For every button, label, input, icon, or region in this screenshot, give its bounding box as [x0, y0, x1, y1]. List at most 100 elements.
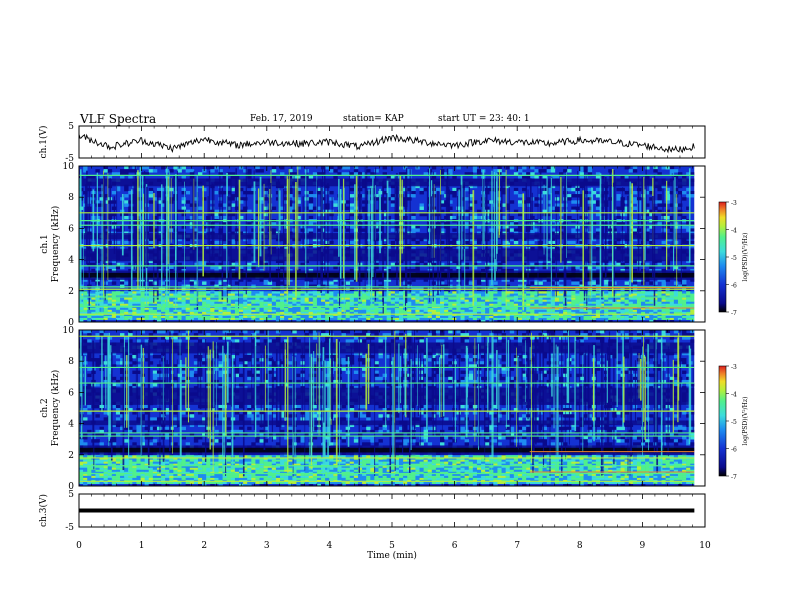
ch1-spectrogram-lowfreq-cell — [243, 307, 247, 309]
ch1-spectrogram-cell — [329, 241, 333, 244]
ch1-spectrogram-lowfreq-cell — [198, 301, 202, 303]
ch1-spectrogram-lowfreq-cell — [391, 303, 395, 305]
ch1-spectrogram-cell — [522, 166, 526, 169]
ch1-spectrogram-lowfreq-cell — [461, 318, 465, 320]
ch1-spectrogram-lowfreq-cell — [555, 318, 559, 320]
ch1-spectrogram-lowfreq-cell — [571, 316, 575, 318]
ch1-spectrogram-lowfreq-cell — [506, 318, 510, 320]
ch1-spectrogram-lowfreq-cell — [313, 299, 317, 301]
ch1-spectrogram-lowfreq-cell — [641, 293, 645, 295]
ch1-spectrogram-lowfreq-cell — [321, 293, 325, 295]
ch1-spectrogram-lowfreq-cell — [489, 291, 493, 293]
ch1-spectrogram-cell — [182, 207, 186, 210]
ch1-spectrogram-lowfreq-cell — [432, 291, 436, 293]
ch1-spectrogram-cell — [411, 228, 415, 231]
ch1-spectrogram-lowfreq-cell — [682, 299, 686, 301]
ch1-spectrogram-lowfreq-cell — [518, 318, 522, 320]
ch1-spectrogram-lowfreq-cell — [202, 293, 206, 295]
ch1-spectrogram-lowfreq-cell — [157, 318, 161, 320]
ch1-spectrogram-lowfreq-cell — [395, 299, 399, 301]
ch1-spectrogram-lowfreq-cell — [255, 293, 259, 295]
ch1-spectrogram-lowfreq-cell — [567, 301, 571, 303]
ch1-spectrogram-lowfreq-cell — [296, 291, 300, 293]
ch1-spectrogram-lowfreq-cell — [124, 307, 128, 309]
ch1-spectrogram-lowfreq-cell — [399, 297, 403, 299]
ch1-spectrogram-lowfreq-cell — [333, 307, 337, 309]
ch1-spectrogram-lowfreq-cell — [686, 310, 690, 312]
ch1-spectrogram-lowfreq-cell — [169, 303, 173, 305]
ch1-spectrogram-lowfreq-cell — [477, 303, 481, 305]
ch1-spectrogram-lowfreq-cell — [411, 297, 415, 299]
ch1-spectrogram-lowfreq-cell — [481, 297, 485, 299]
ch1-spectrogram-lowfreq-cell — [296, 293, 300, 295]
ch1-spectrogram-lowfreq-cell — [243, 303, 247, 305]
ch1-spectrogram-lowfreq-cell — [575, 316, 579, 318]
ch1-spectrogram-lowfreq-cell — [399, 316, 403, 318]
ch1-spectrogram-lowfreq-cell — [177, 310, 181, 312]
ch1-spectrogram-cell — [629, 169, 633, 172]
ch1-spectrogram-lowfreq-cell — [313, 297, 317, 299]
ch1-spectrogram-lowfreq-cell — [477, 299, 481, 301]
ch1-spectrogram-lowfreq-cell — [350, 310, 354, 312]
ch1-spectrogram-lowfreq-cell — [592, 310, 596, 312]
ch1-spectrogram-lowfreq-cell — [362, 318, 366, 320]
ch1-spectrogram-lowfreq-cell — [559, 303, 563, 305]
ch1-spectrogram-cell — [662, 203, 666, 206]
ch1-spectrogram-lowfreq-cell — [690, 303, 694, 305]
ch1-spectrogram-lowfreq-cell — [239, 293, 243, 295]
ch1-spectrogram-lowfreq-cell — [530, 301, 534, 303]
ch1-spectrogram-lowfreq-cell — [420, 307, 424, 309]
ch1-spectrogram-lowfreq-cell — [296, 301, 300, 303]
ch1-spectrogram-lowfreq-cell — [633, 297, 637, 299]
ch1-spectrogram-cell — [510, 200, 514, 203]
ch1-spectrogram-lowfreq-cell — [136, 312, 140, 314]
ch1-spectrogram-lowfreq-cell — [547, 312, 551, 314]
ch1-spectrogram-lowfreq-cell — [186, 301, 190, 303]
ch1-spectrogram-lowfreq-cell — [391, 318, 395, 320]
ch1-spectrogram-cell — [346, 281, 350, 284]
ch1-spectrogram-lowfreq-cell — [567, 291, 571, 293]
ch1-spectrogram-lowfreq-cell — [124, 303, 128, 305]
ch1-spectrogram-cell — [210, 169, 214, 172]
ch1-spectrogram-lowfreq-cell — [301, 297, 305, 299]
ch1-spectrogram-cell — [141, 166, 145, 169]
ch1-spectrogram-cell — [690, 241, 694, 244]
ch1-spectrogram-cell — [333, 200, 337, 203]
ch1-spectrogram-lowfreq-cell — [329, 316, 333, 318]
ch1-spectrogram-lowfreq-cell — [518, 297, 522, 299]
ch1-spectrogram-lowfreq-cell — [247, 312, 251, 314]
ch1-spectrogram-cell — [657, 188, 661, 191]
ch1-spectrogram-lowfreq-cell — [272, 303, 276, 305]
ch1-spectrogram-lowfreq-cell — [444, 318, 448, 320]
ch1-spectrogram-lowfreq-cell — [108, 293, 112, 295]
ch1-spectrogram-lowfreq-cell — [448, 307, 452, 309]
ch1-spectrogram-lowfreq-cell — [128, 310, 132, 312]
ch1-spectrogram-lowfreq-cell — [612, 316, 616, 318]
ch1-spectrogram-lowfreq-cell — [309, 291, 313, 293]
ch1-spectrogram-cell — [337, 166, 341, 169]
ch1-spectrogram-lowfreq-cell — [206, 316, 210, 318]
ch1-spectrogram-lowfreq-cell — [547, 299, 551, 301]
ch1-spectrogram-cell — [128, 169, 132, 172]
ch1-spectrogram-lowfreq-cell — [239, 299, 243, 301]
ch1-spectrogram-lowfreq-cell — [497, 293, 501, 295]
ch1-spectrogram-lowfreq-cell — [112, 303, 116, 305]
ch1-spectrogram-lowfreq-cell — [231, 310, 235, 312]
ch1-spectrogram-lowfreq-cell — [227, 318, 231, 320]
ch1-spectrogram-lowfreq-cell — [284, 312, 288, 314]
ch1-spectrogram-lowfreq-cell — [383, 316, 387, 318]
ch1-spectrogram-lowfreq-cell — [522, 316, 526, 318]
ch1-spectrogram-lowfreq-cell — [362, 316, 366, 318]
ch1-spectrogram-lowfreq-cell — [415, 291, 419, 293]
ch1-spectrogram-lowfreq-cell — [432, 301, 436, 303]
ch1-spectrogram-lowfreq-cell — [346, 303, 350, 305]
ch1-spectrogram-lowfreq-cell — [296, 303, 300, 305]
ch1-spectrogram-cell — [198, 216, 202, 219]
ch1-spectrogram-cell — [633, 191, 637, 194]
ch1-spectrogram-lowfreq-cell — [247, 307, 251, 309]
ch1-spectrogram-lowfreq-cell — [616, 316, 620, 318]
ch1-spectrogram-cell — [616, 197, 620, 200]
ch1-spectrogram-lowfreq-cell — [247, 316, 251, 318]
ch1-spectrogram-cell — [407, 194, 411, 197]
ch1-spectrogram-lowfreq-cell — [268, 297, 272, 299]
